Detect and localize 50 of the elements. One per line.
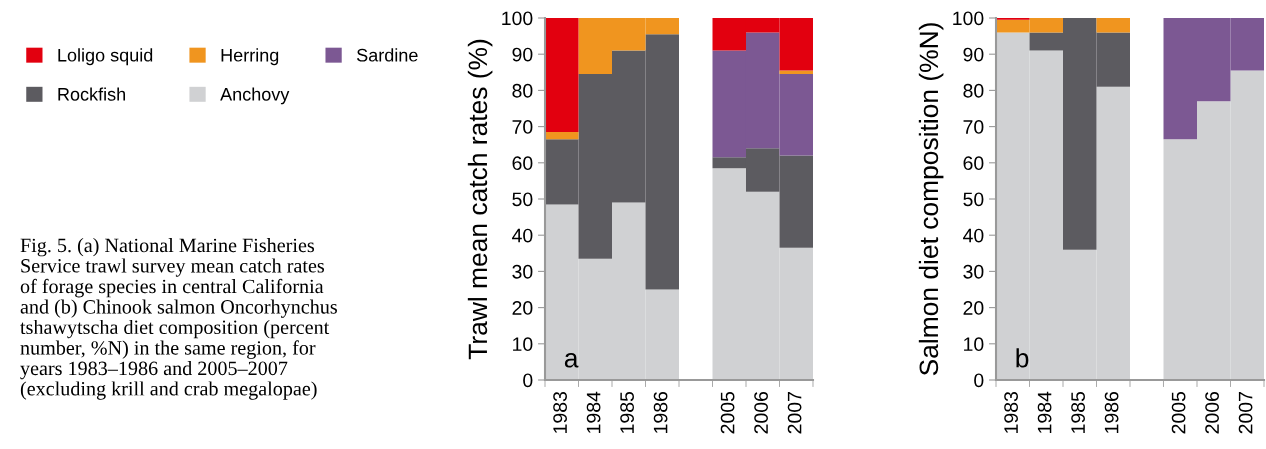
x-tick-label: 2007 — [1238, 392, 1253, 434]
y-tick-label: 100 — [502, 11, 533, 26]
y-tick-label: 20 — [963, 301, 984, 315]
bar — [545, 132, 579, 140]
x-tick-label: 2006 — [754, 391, 768, 434]
x-tick-label: 1986 — [1104, 391, 1119, 433]
legend-label: Herring — [221, 48, 279, 66]
y-tick-label: 40 — [512, 228, 533, 243]
caption: Fig. 5. (a) National Marine Fisheries Service trawl survey mean catch rates of forage species in central California and (b) Chinook salmon Oncorhynchus tshawytscha diet composition (percent number, %N) in the same region, for years 1983–1986 and 2005–2007 (excluding krill and crab megalopae) — [20, 238, 337, 400]
y-tick-label: 0 — [974, 373, 984, 388]
y-tick-label: 0 — [523, 373, 533, 388]
legend-label: Loligo squid — [58, 48, 153, 66]
x-tick-label: 2007 — [787, 392, 802, 434]
y-tick-label: 30 — [512, 264, 533, 279]
annotation: a — [564, 353, 579, 368]
y-tick-label: 60 — [963, 156, 984, 171]
x-tick-label: 2006 — [1205, 391, 1219, 434]
y-tick-label: 70 — [963, 120, 984, 134]
x-tick-label: 1983 — [553, 391, 567, 433]
y-tick-label: 90 — [512, 47, 533, 62]
x-tick-label: 2005 — [1171, 391, 1186, 434]
bar — [779, 70, 813, 75]
y-tick-label: 100 — [953, 11, 984, 26]
legend-label: Anchovy — [220, 87, 290, 105]
y-tick-label: 50 — [512, 192, 533, 207]
y-tick-label: 20 — [512, 301, 533, 315]
y-tick-label: 70 — [512, 120, 533, 134]
y-tick-label: 80 — [512, 83, 533, 98]
y-tick-label: 80 — [963, 83, 984, 98]
y-tick-label: 10 — [513, 337, 533, 352]
y-tick-label: 50 — [963, 192, 984, 207]
x-tick-label: 1984 — [586, 391, 601, 433]
bar — [545, 18, 579, 133]
y-tick-label: 30 — [963, 264, 984, 279]
y-axis-title: Trawl mean catch rates (%) — [467, 39, 493, 360]
y-tick-label: 90 — [963, 47, 984, 62]
legend-label: Sardine — [356, 48, 418, 62]
x-tick-label: 1986 — [653, 391, 668, 433]
legend-label: Rockfish — [58, 87, 126, 101]
bar — [1096, 18, 1130, 33]
x-tick-label: 1984 — [1037, 391, 1052, 433]
y-axis-title: Salmon diet composition (%N) — [918, 23, 944, 376]
x-tick-label: 1985 — [620, 391, 634, 433]
y-tick-label: 10 — [964, 337, 984, 352]
y-tick-label: 40 — [963, 228, 984, 243]
annotation: b — [1016, 348, 1029, 368]
x-tick-label: 1985 — [1071, 391, 1085, 433]
x-tick-label: 2005 — [720, 391, 735, 434]
x-tick-label: 1983 — [1004, 391, 1018, 433]
y-tick-label: 60 — [512, 156, 533, 171]
